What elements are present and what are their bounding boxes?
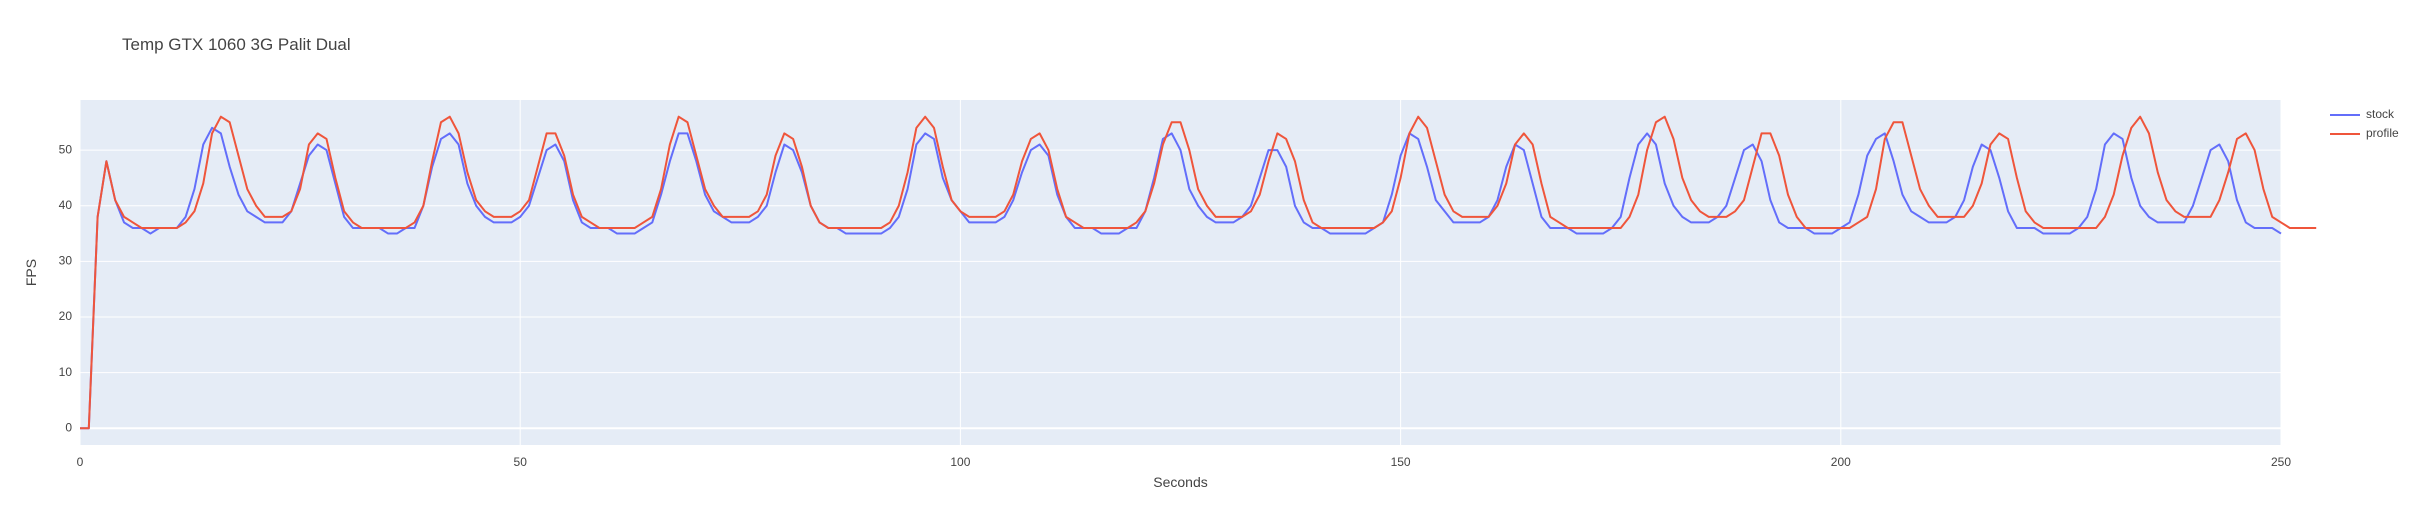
x-tick-label: 100 — [950, 455, 970, 469]
series-lines — [80, 115, 2317, 430]
y-tick-label: 0 — [65, 420, 72, 434]
y-tick-label: 30 — [59, 254, 73, 268]
legend-label-profile[interactable]: profile — [2366, 126, 2399, 140]
legend[interactable]: stock profile — [2330, 107, 2399, 140]
y-tick-label: 50 — [59, 142, 73, 156]
x-tick-label: 50 — [514, 455, 528, 469]
x-tick-label: 0 — [77, 455, 84, 469]
series-line-profile[interactable] — [80, 115, 2317, 430]
x-tick-label: 150 — [1391, 455, 1411, 469]
y-axis-title: FPS — [23, 259, 39, 286]
x-tick-label: 200 — [1831, 455, 1851, 469]
plot-background — [80, 100, 2281, 445]
y-axis-ticks: 0 10 20 30 40 50 — [59, 142, 73, 434]
x-axis-title: Seconds — [1153, 474, 1207, 490]
y-tick-label: 20 — [59, 309, 73, 323]
y-tick-label: 40 — [59, 198, 73, 212]
legend-label-stock[interactable]: stock — [2366, 107, 2395, 121]
y-tick-label: 10 — [59, 365, 73, 379]
x-axis-ticks: 0 50 100 150 200 250 — [77, 455, 2292, 469]
chart-title: Temp GTX 1060 3G Palit Dual — [122, 35, 351, 54]
x-tick-label: 250 — [2271, 455, 2291, 469]
series-line-stock[interactable] — [80, 126, 2282, 430]
